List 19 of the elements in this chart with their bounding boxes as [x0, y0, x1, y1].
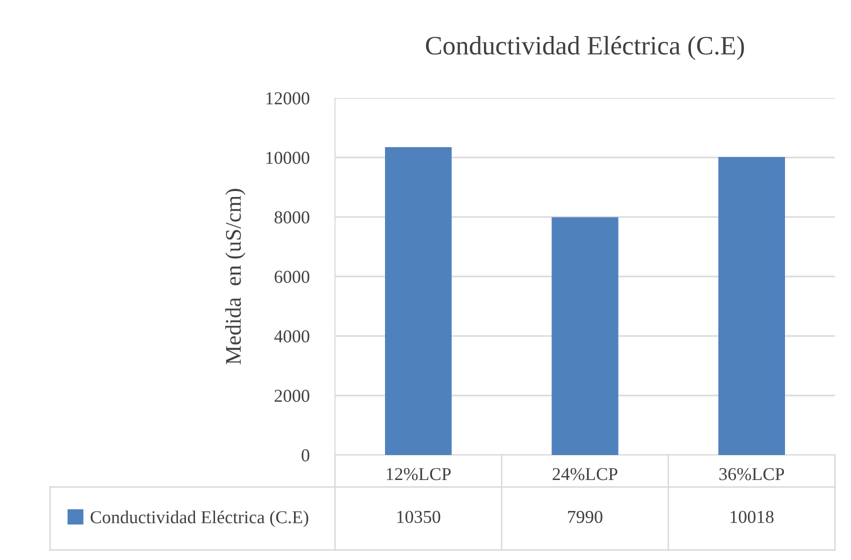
bar	[718, 156, 785, 455]
data-label: 7990	[568, 510, 602, 524]
bar	[552, 217, 618, 455]
y-tick-label: 2000	[274, 390, 310, 402]
x-tick-label: 36%LCP	[719, 468, 784, 480]
y-tick-label: 0	[302, 449, 310, 462]
bar	[385, 147, 452, 455]
y-tick-label: 12000	[266, 92, 310, 104]
y-tick-label: 4000	[274, 330, 310, 342]
y-tick-label: 8000	[274, 211, 310, 224]
y-tick-label: 6000	[274, 270, 310, 283]
x-tick-label: 24%LCP	[552, 468, 618, 480]
x-tick-label: 12%LCP	[386, 468, 451, 480]
y-axis-title: Medida en (uS/cm)	[225, 188, 246, 364]
legend-label: Conductividad Eléctrica (C.E)	[90, 510, 308, 528]
data-label: 10018	[730, 510, 774, 524]
chart-title: Conductividad Eléctrica (C.E)	[426, 36, 744, 60]
data-label: 10350	[397, 510, 440, 524]
y-tick-label: 10000	[266, 152, 310, 164]
